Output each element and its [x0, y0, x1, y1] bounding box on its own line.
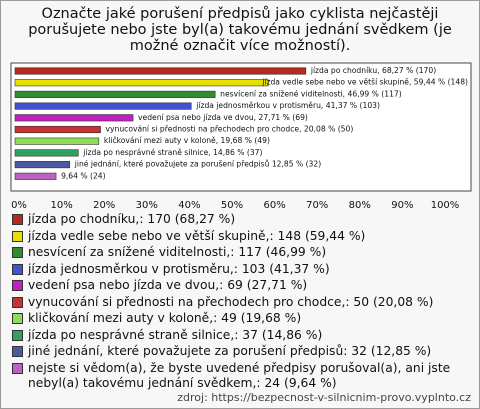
bar	[14, 114, 134, 122]
legend-label: kličkování mezi auty v koloně,: 49 (19,6…	[28, 311, 302, 325]
legend-item: jízda vedle sebe nebo ve větší skupině,:…	[11, 229, 473, 244]
legend-item: vedení psa nebo jízda ve dvou,: 69 (27,7…	[11, 278, 473, 293]
x-tick-label: 50%	[221, 200, 243, 211]
bar	[14, 90, 216, 98]
chart: 0% 10% 20% 30% 40% 50% 60% 70% 80% 90% 100% jízda p…	[10, 62, 472, 211]
data-label: jízda po chodníku, 68,27 % (170)	[310, 66, 436, 75]
chart-title: Označte jaké porušení předpisů jako cykl…	[28, 6, 452, 54]
legend-item: jízda jednosměrkou v protisměru,: 103 (4…	[11, 262, 473, 277]
bar	[14, 149, 79, 157]
source: zdroj: https://bezpecnost-v-silnicnim-pr…	[177, 391, 471, 404]
legend-item: kličkování mezi auty v koloně,: 49 (19,6…	[11, 311, 473, 326]
legend: jízda po chodníku,: 170 (68,27 %) jízda v…	[11, 212, 473, 392]
bar	[14, 137, 100, 145]
x-tick-label: 0%	[11, 200, 27, 211]
legend-label: jízda jednosměrkou v protisměru,: 103 (4…	[28, 261, 330, 276]
data-label: nesvícení za snížené viditelnosti, 46,99…	[220, 89, 402, 98]
legend-swatch	[12, 230, 23, 242]
bar	[14, 172, 57, 180]
legend-item: nejste si vědom(a), že byste uvedené pře…	[11, 361, 473, 391]
x-tick-label: 90%	[391, 200, 413, 211]
legend-swatch	[12, 346, 23, 357]
x-tick-label: 60%	[263, 200, 285, 211]
data-label: jízda vedle sebe nebo ve větší skupině, …	[261, 78, 468, 87]
data-label: jízda jednosměrkou v protisměru, 41,37 %…	[195, 101, 380, 110]
data-label: jízda po nesprávné straně silnice, 14,86…	[82, 148, 262, 157]
legend-item: vynucování si přednosti na přechodech pr…	[11, 295, 473, 310]
legend-swatch	[12, 263, 23, 275]
x-tick-label: 20%	[93, 200, 115, 211]
legend-item: jiné jednání, které považujete za poruše…	[11, 344, 473, 359]
x-tick-label: 80%	[349, 200, 371, 211]
legend-label: jízda po chodníku,: 170 (68,27 %)	[28, 212, 236, 226]
x-tick-label: 30%	[136, 200, 158, 211]
data-label: vedení psa nebo jízda ve dvou, 27,71 % (…	[138, 113, 308, 122]
x-tick-label: 40%	[178, 200, 200, 211]
bar	[14, 161, 71, 169]
legend-label: jiné jednání, které považujete za poruše…	[28, 344, 432, 358]
legend-label: nejste si vědom(a), že byste uvedené pře…	[28, 360, 451, 390]
legend-label: vedení psa nebo jízda ve dvou,: 69 (27,7…	[28, 278, 308, 292]
data-label: 9,64 % (24)	[61, 171, 106, 180]
bar	[14, 67, 307, 75]
legend-item: jízda po chodníku,: 170 (68,27 %)	[11, 212, 473, 227]
legend-swatch	[12, 313, 23, 324]
legend-swatch	[12, 296, 23, 308]
bar	[14, 79, 269, 87]
legend-swatch	[12, 329, 23, 341]
data-label: jiné jednání, které považujete za poruše…	[74, 160, 321, 169]
data-label: kličkování mezi auty v koloně, 19,68 % (…	[104, 136, 270, 145]
legend-item: jízda po nesprávné straně silnice,: 37 (…	[11, 328, 473, 343]
x-tick-label: 10%	[50, 200, 72, 211]
legend-label: nesvícení za snížené viditelnosti,: 117 …	[28, 245, 327, 259]
legend-item: nesvícení za snížené viditelnosti,: 117 …	[11, 245, 473, 260]
legend-label: jízda vedle sebe nebo ve větší skupině,:…	[28, 228, 366, 243]
legend-label: jízda po nesprávné straně silnice,: 37 (…	[28, 327, 323, 342]
legend-label: vynucování si přednosti na přechodech pr…	[28, 294, 434, 309]
bar	[14, 125, 101, 134]
x-tick-label: 70%	[306, 200, 328, 211]
bar	[14, 102, 192, 110]
legend-swatch	[12, 214, 23, 225]
data-label: vynucování si přednosti na přechodech pr…	[106, 125, 354, 134]
legend-swatch	[12, 280, 23, 291]
legend-swatch	[12, 247, 23, 258]
legend-swatch	[12, 362, 23, 374]
x-tick-label: 100%	[431, 200, 460, 211]
